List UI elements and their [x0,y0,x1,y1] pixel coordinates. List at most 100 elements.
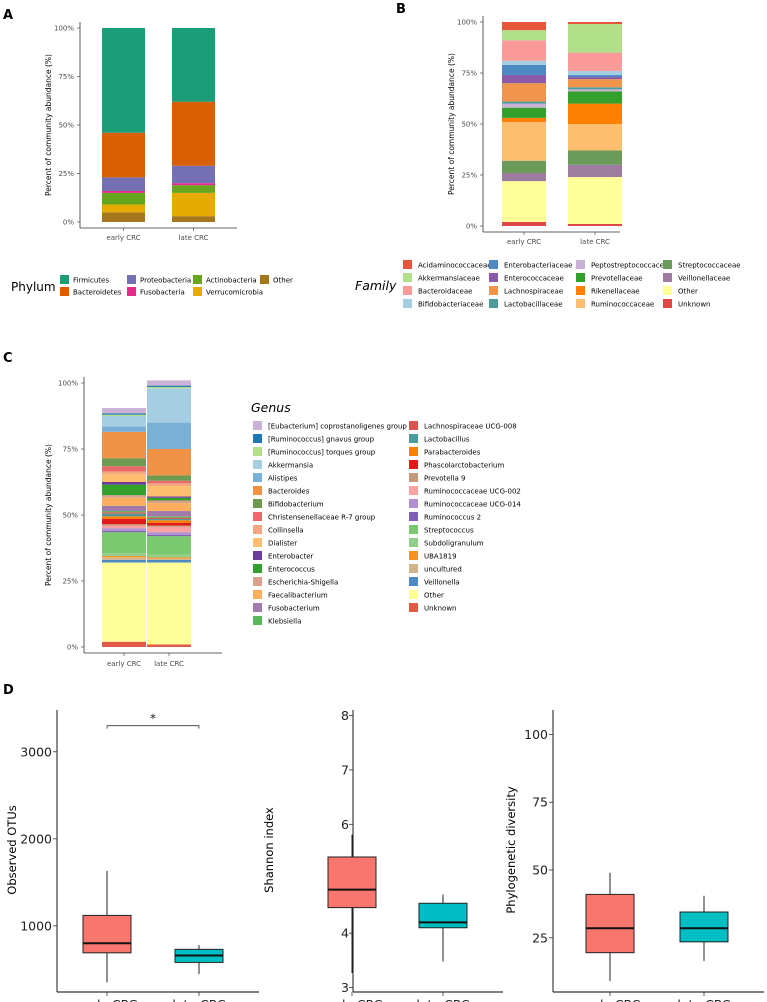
significance-marker: * [150,711,156,726]
bar-segment-uba1819 [102,555,146,558]
bar-segment-other [172,216,215,222]
chart-D3: 25 50 75 100 Phylogenetic diversity early CRC… [504,710,764,1002]
bar-segment-bifidobacteriaceae [568,70,622,76]
bar-segment-lachnospiraceae-ucg-008 [102,512,146,514]
y-tick-label: 3000 [20,744,52,759]
bar-segment-uncultured [102,557,146,560]
y-axis-title: Observed OTUs [5,805,19,894]
bar-segment-streptococcus [147,536,191,555]
legend-label: Akkermansia [268,462,313,470]
legend-label: Lachnospiraceae [504,288,563,296]
legend-swatch [409,499,418,508]
legend-label: Parabacteroides [424,449,481,457]
bar-segment-veillonellaceae [568,164,622,178]
x-tick-label: late CRC [172,997,225,1002]
legend-label: Collinsella [268,527,304,535]
legend-label: Enterobacter [268,553,314,561]
y-tick-label: 50% [58,122,74,130]
bar-segment-lactobacillaceae [568,87,622,90]
y-tick-label: 6 [341,817,349,832]
legend-swatch [253,603,262,612]
legend-swatch [253,499,262,508]
y-tick-label: 7 [341,762,349,777]
legend-label: Rikenellaceae [591,288,640,296]
bar-segment-rikenellaceae [502,117,546,122]
bar-segment-subdoligranulum [147,554,191,558]
bar-segment-christensenellaceae-r-7-group [102,466,146,472]
bar-segment-parabacteroides [147,520,191,523]
bar-segment-enterococcaceae [502,75,546,84]
chart-A: 0% 25% 50% 75% 100% Percent of community abun… [11,22,293,297]
bar-segment-veillonellaceae [502,172,546,182]
x-tick-label: early CRC [507,238,541,246]
bar-segment-bifidobacteriaceae [502,60,546,65]
legend-swatch [253,538,262,547]
x-tick-label: early CRC [77,997,138,1002]
bar-segment-parabacteroides [102,516,146,519]
legend-swatch [127,275,136,284]
bar-segment-bacteroidetes [102,132,145,178]
x-tick-label: late CRC [677,997,730,1002]
bar-segment-ruminococcus-2 [147,534,191,537]
legend-label: Fusobacteria [140,289,185,297]
legend-label: [Eubacterium] coprostanoligenes group [268,423,407,431]
bar-segment-ruminococcus-2 [102,530,146,533]
bar-segment-lachnospiraceae [502,83,546,102]
bar-segment--eubacterium-coprostanoligenes-group [102,408,146,414]
legend-swatch [127,287,136,296]
bar-segment-alistipes [102,426,146,432]
legend-swatch [489,260,498,269]
legend-swatch [409,421,418,430]
y-tick-label: 75 [532,795,548,810]
y-axis-title: Percent of community abundance (%) [447,53,456,195]
legend-label: Lactobacillaceae [504,301,563,309]
legend-label: Prevotella 9 [424,475,465,483]
bar-segment-acidaminococcaceae [568,22,622,25]
panel-label: D [3,683,14,698]
y-tick-label: 25% [58,170,74,178]
legend-swatch [409,603,418,612]
bar-segment-ruminococcaceae-ucg-014 [147,532,191,535]
legend-swatch [60,287,69,296]
y-tick-label: 50% [461,121,477,129]
legend-label: Bacteroides [268,488,310,496]
legend-label: Unknown [424,605,457,613]
legend-swatch [253,590,262,599]
bar-segment-bacteroidetes [172,101,215,166]
box-0 [585,893,635,954]
bar-segment-streptococcaceae [568,150,622,165]
legend-swatch [409,473,418,482]
bar-segment-prevotellaceae [568,91,622,104]
x-tick-label: early CRC [107,660,141,668]
legend-swatch [193,275,202,284]
bar-segment-bifidobacterium [102,458,146,467]
x-tick-label: late CRC [416,997,469,1002]
box-1 [679,911,729,943]
bar-segment-other [502,181,546,222]
y-tick-label: 8 [341,708,349,723]
bar-segment-dialister [102,474,146,482]
y-axis-title: Percent of community abundance (%) [44,54,53,196]
legend-label: Verrucomicrobia [206,289,263,297]
y-tick-label: 1000 [20,918,52,933]
legend-label: Klebsiella [268,618,301,626]
legend-swatch [253,512,262,521]
bar-segment-alistipes [147,422,191,449]
bar-segment-enterobacteriaceae [502,64,546,76]
bar-segment-fusobacterium [102,505,146,512]
legend-swatch [403,286,412,295]
legend-title: Family [355,278,397,293]
legend-label: Faecalibacterium [268,592,328,600]
legend-swatch [253,460,262,469]
bar-segment-bacteroides [147,449,191,476]
legend-swatch [489,299,498,308]
legend-swatch [409,434,418,443]
legend-label: Other [273,277,293,285]
y-tick-label: 50% [62,512,78,520]
legend-swatch [576,273,585,282]
box-1 [418,902,468,929]
legend-label: Veillonella [424,579,460,587]
bar-segment-prevotella-9 [147,525,191,527]
bar-segment-actinobacteria [102,192,145,205]
